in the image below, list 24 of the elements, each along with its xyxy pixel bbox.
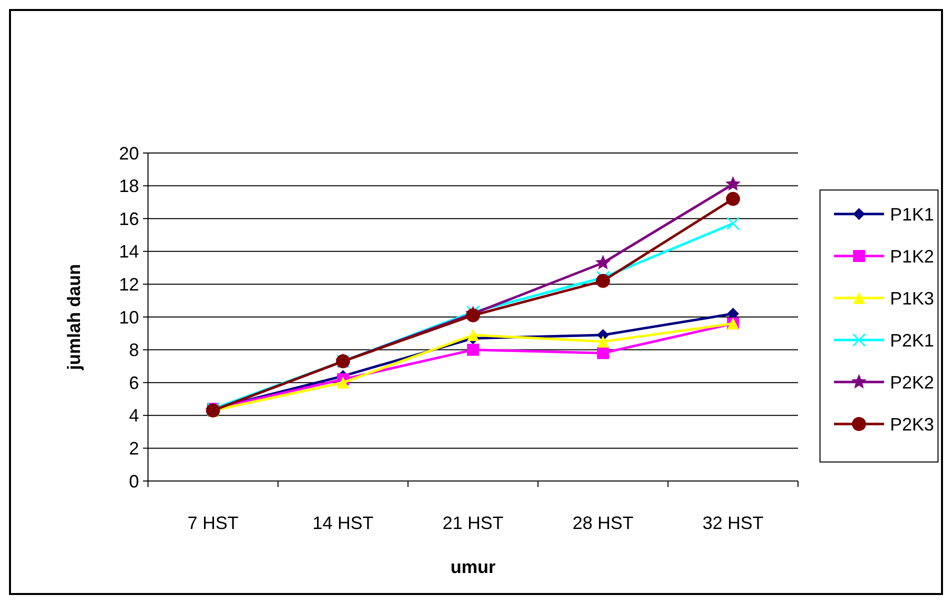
legend-label: P2K1 [890, 330, 934, 350]
x-tick-label: 14 HST [312, 513, 374, 533]
x-tick-label: 28 HST [572, 513, 634, 533]
y-tick-label: 14 [118, 242, 139, 262]
y-axis-title: jumlah daun [64, 264, 84, 372]
y-tick-label: 8 [128, 340, 139, 360]
legend-label: P1K1 [890, 204, 934, 224]
legend-label: P2K2 [890, 372, 934, 392]
y-tick-label: 10 [118, 307, 139, 328]
legend-label: P1K2 [890, 246, 934, 266]
y-tick-label: 20 [118, 143, 139, 164]
legend-label: P1K3 [890, 288, 934, 308]
y-tick-label: 16 [118, 208, 139, 229]
y-tick-label: 0 [128, 471, 139, 492]
y-tick-label: 12 [118, 274, 139, 294]
y-tick-label: 2 [128, 438, 139, 458]
y-tick-label: 6 [128, 372, 139, 393]
legend-label: P2K3 [890, 414, 934, 434]
x-tick-label: 32 HST [702, 513, 764, 533]
y-tick-label: 18 [118, 176, 139, 196]
x-axis-title: umur [450, 557, 496, 577]
x-tick-label: 7 HST [187, 513, 239, 533]
x-tick-label: 21 HST [442, 513, 504, 533]
y-tick-label: 4 [128, 406, 139, 426]
